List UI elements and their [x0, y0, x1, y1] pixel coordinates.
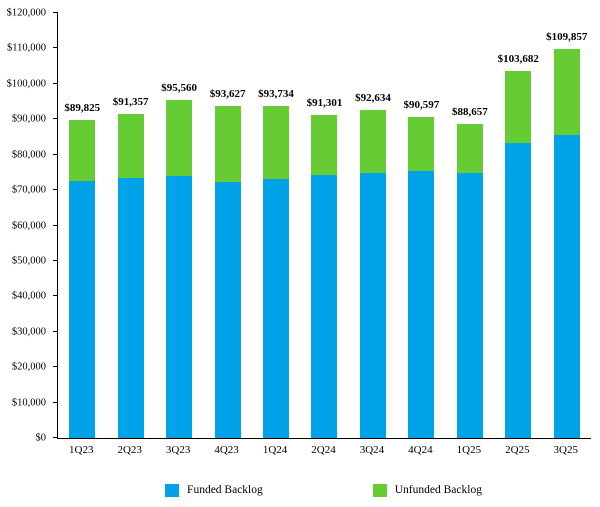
x-axis-label: 4Q24 [408, 444, 433, 456]
y-tick-mark [53, 118, 58, 120]
x-axis-label: 3Q25 [553, 444, 578, 456]
funded-backlog-segment [359, 172, 386, 438]
bar-total-label: $93,734 [258, 88, 294, 101]
y-tick-label: $60,000 [11, 220, 46, 231]
bar-total-label: $92,634 [355, 91, 391, 104]
unfunded-backlog-segment [359, 109, 386, 173]
y-tick-mark [53, 189, 58, 191]
y-tick-mark [53, 47, 58, 49]
y-tick-mark [53, 259, 58, 261]
y-axis: $0 $10,000 $20,000 $30,000 $40,000 $50,000 $60… [0, 8, 56, 444]
funded-backlog-segment [69, 181, 96, 438]
y-tick-label: $30,000 [11, 326, 46, 338]
y-tick-mark [53, 153, 58, 155]
legend-label: Funded Backlog [187, 484, 263, 496]
bar-column: $103,682 [494, 13, 542, 438]
bar-column: $109,857 [543, 13, 591, 438]
y-tick-mark [53, 224, 58, 226]
y-tick-mark [53, 437, 58, 438]
bar-column: $89,825 [58, 13, 106, 438]
y-tick-label: $10,000 [11, 397, 46, 409]
y-tick-mark [53, 12, 58, 13]
x-axis-label: 1Q25 [456, 444, 482, 456]
y-tick-label: $50,000 [11, 255, 46, 267]
x-axis-label: 2Q25 [505, 444, 530, 456]
unfunded-backlog-swatch [372, 483, 387, 497]
y-tick-mark [53, 330, 58, 332]
x-axis-label: 3Q23 [165, 444, 191, 456]
y-tick-label: $20,000 [11, 361, 46, 373]
plot-area: $89,825 $91,357 $95,560 $93,627 $93,734 $91,3… [53, 12, 591, 439]
x-axis-label: 4Q23 [214, 444, 239, 456]
bar-column: $95,560 [155, 13, 203, 438]
unfunded-backlog-segment [69, 119, 96, 182]
bar-column: $93,734 [252, 13, 300, 438]
bar-column: $92,634 [349, 13, 397, 438]
funded-backlog-segment [553, 134, 580, 438]
y-tick-label: $90,000 [11, 113, 46, 125]
funded-backlog-segment [214, 181, 241, 438]
bar-total-label: $91,357 [112, 96, 149, 109]
x-axis-label: 2Q24 [311, 444, 336, 456]
bar-total-label: $95,560 [161, 81, 197, 94]
legend-item-funded-backlog: Funded Backlog [165, 483, 263, 497]
unfunded-backlog-segment [553, 48, 580, 135]
y-tick-label: $100,000 [6, 78, 46, 90]
bar-total-label: $109,857 [546, 30, 588, 43]
unfunded-backlog-segment [456, 124, 483, 173]
y-tick-mark [53, 295, 58, 297]
x-axis-label: 1Q23 [69, 444, 94, 456]
funded-backlog-segment [456, 172, 483, 438]
unfunded-backlog-segment [505, 70, 532, 143]
bar-total-label: $90,597 [403, 99, 440, 112]
x-axis: 1Q23 2Q23 3Q23 4Q23 1Q24 2Q24 3Q24 4Q24 1Q25 2Q25… [57, 444, 590, 460]
unfunded-backlog-segment [408, 117, 435, 172]
unfunded-backlog-segment [166, 99, 193, 176]
bar-total-label: $88,657 [451, 106, 488, 119]
funded-backlog-segment [117, 178, 144, 438]
unfunded-backlog-segment [263, 106, 290, 180]
y-tick-mark [53, 401, 58, 403]
bar-total-label: $91,301 [306, 96, 343, 109]
bar-total-label: $93,627 [209, 88, 246, 101]
chart-legend: Funded Backlog Unfunded Backlog [57, 478, 590, 502]
bar-column: $88,657 [446, 13, 494, 438]
funded-backlog-swatch [165, 483, 180, 497]
x-axis-label: 3Q24 [359, 444, 385, 456]
unfunded-backlog-segment [117, 114, 144, 179]
y-tick-label: $0 [35, 432, 47, 444]
funded-backlog-segment [166, 175, 193, 438]
y-tick-mark [53, 82, 58, 84]
unfunded-backlog-segment [214, 106, 241, 182]
bar-column: $91,301 [300, 13, 348, 438]
y-tick-mark [53, 366, 58, 368]
funded-backlog-segment [263, 179, 290, 438]
funded-backlog-segment [408, 171, 435, 438]
y-tick-label: $80,000 [11, 149, 46, 161]
bar-column: $90,597 [397, 13, 445, 438]
funded-backlog-segment [311, 174, 338, 438]
bar-column: $91,357 [106, 13, 154, 438]
y-tick-label: $70,000 [11, 184, 46, 196]
y-tick-label: $120,000 [6, 7, 46, 19]
y-tick-label: $40,000 [11, 290, 46, 302]
bar-total-label: $103,682 [497, 52, 539, 65]
legend-label: Unfunded Backlog [394, 484, 482, 496]
x-axis-label: 1Q24 [262, 444, 288, 456]
bar-total-label: $89,825 [64, 101, 101, 114]
bar-column: $93,627 [203, 13, 251, 438]
x-axis-label: 2Q23 [117, 444, 142, 456]
legend-item-unfunded-backlog: Unfunded Backlog [372, 483, 482, 497]
unfunded-backlog-segment [311, 114, 338, 175]
y-tick-label: $110,000 [7, 42, 46, 54]
funded-backlog-segment [505, 142, 532, 438]
